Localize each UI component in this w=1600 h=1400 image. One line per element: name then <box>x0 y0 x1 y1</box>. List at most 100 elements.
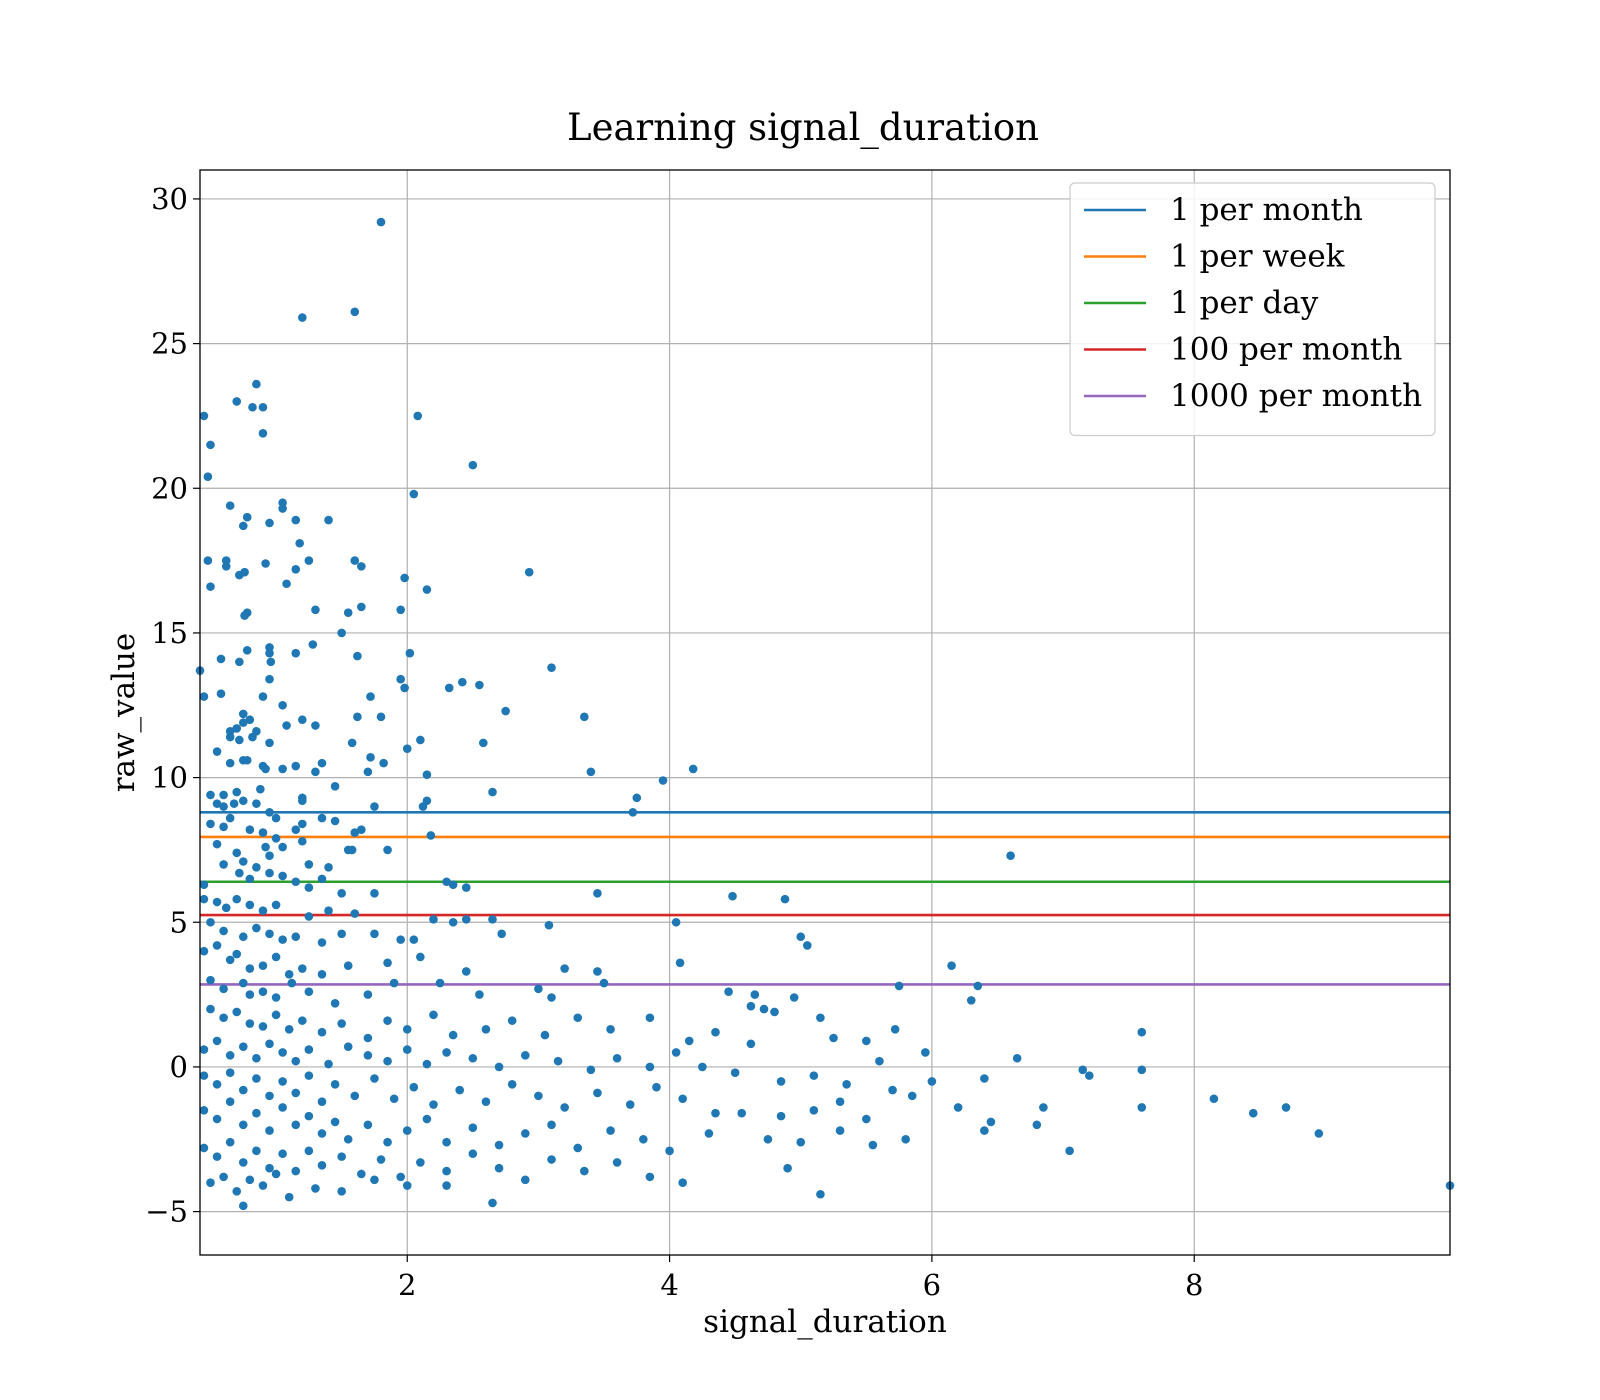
data-point <box>353 712 362 722</box>
data-point <box>580 712 589 722</box>
data-point <box>265 648 274 658</box>
data-point <box>330 816 340 826</box>
data-point <box>199 411 209 421</box>
data-point <box>402 1181 412 1190</box>
data-point <box>245 964 255 973</box>
data-point <box>330 781 340 791</box>
data-point <box>678 1094 687 1104</box>
data-point <box>258 428 268 438</box>
data-point <box>1032 1120 1042 1130</box>
legend: 1 per month 1 per week 1 per day 100 per mo… <box>1069 182 1436 437</box>
data-point <box>671 917 681 927</box>
data-point <box>350 1091 360 1101</box>
data-point <box>947 961 956 970</box>
data-point <box>265 518 274 528</box>
data-point <box>750 990 760 999</box>
data-point <box>311 605 320 615</box>
data-point <box>357 825 366 834</box>
data-point <box>507 1016 517 1025</box>
data-point <box>232 949 242 959</box>
data-point <box>225 1097 235 1106</box>
data-point <box>442 1166 451 1176</box>
data-point <box>429 1100 438 1109</box>
data-point <box>317 1161 327 1170</box>
y-tick-label: 20 <box>151 471 188 505</box>
data-point <box>232 1187 242 1196</box>
data-point <box>261 764 270 774</box>
data-point <box>544 920 554 930</box>
data-point <box>468 1123 478 1132</box>
data-point <box>481 1025 491 1034</box>
data-point <box>266 657 276 667</box>
data-point <box>225 1051 235 1060</box>
data-point <box>311 1184 320 1193</box>
data-point <box>298 819 307 829</box>
data-point <box>868 1140 878 1150</box>
data-point <box>353 651 362 661</box>
data-point <box>402 1045 412 1054</box>
data-point <box>261 842 270 852</box>
data-point <box>219 822 228 832</box>
data-point <box>265 851 274 861</box>
data-point <box>271 993 281 1002</box>
data-point <box>252 1108 261 1118</box>
data-point <box>1137 1027 1147 1037</box>
data-point <box>330 1079 340 1089</box>
data-point <box>245 874 255 884</box>
data-point <box>479 738 488 748</box>
data-point <box>245 1019 255 1028</box>
data-point <box>278 1103 287 1112</box>
y-tick-label: 10 <box>151 761 188 795</box>
legend-label: 1 per month <box>1170 192 1363 228</box>
data-point <box>724 987 733 997</box>
data-point <box>225 813 235 823</box>
data-point <box>219 1172 228 1182</box>
data-point <box>396 674 405 684</box>
data-point <box>907 1091 917 1101</box>
legend-label: 1000 per month <box>1170 378 1422 414</box>
data-point <box>645 1062 655 1072</box>
data-point <box>252 923 261 933</box>
data-point <box>252 1053 261 1063</box>
data-point <box>212 897 222 907</box>
data-point <box>212 839 222 849</box>
data-point <box>730 1068 740 1078</box>
data-point <box>258 1181 268 1190</box>
data-point <box>728 891 737 901</box>
data-point <box>481 1097 491 1106</box>
data-point <box>225 501 235 510</box>
data-point <box>422 1059 432 1069</box>
data-point <box>796 932 806 942</box>
data-point <box>295 538 304 548</box>
data-point <box>494 1140 504 1150</box>
data-point <box>219 790 228 800</box>
data-point <box>206 819 215 829</box>
data-point <box>461 915 471 924</box>
data-point <box>704 1129 714 1138</box>
data-point <box>357 562 366 571</box>
data-point <box>455 1085 465 1095</box>
data-point <box>809 1106 819 1115</box>
data-point <box>291 515 301 525</box>
data-point <box>232 1007 242 1017</box>
data-point <box>240 611 249 620</box>
data-point <box>488 1198 497 1208</box>
data-point <box>461 883 471 892</box>
data-point <box>225 1137 235 1147</box>
data-point <box>468 1053 478 1063</box>
data-point <box>426 831 436 840</box>
data-point <box>232 724 242 733</box>
data-point <box>252 1146 261 1156</box>
data-point <box>229 799 239 808</box>
data-point <box>461 967 471 976</box>
data-point <box>238 1158 248 1167</box>
data-point <box>383 958 392 968</box>
data-point <box>291 648 301 658</box>
data-point <box>468 460 478 470</box>
data-point <box>606 1126 615 1135</box>
data-point <box>711 1108 720 1118</box>
data-point <box>534 1091 543 1101</box>
data-point <box>442 1048 451 1057</box>
data-point <box>343 1042 353 1051</box>
data-point <box>875 1056 884 1066</box>
